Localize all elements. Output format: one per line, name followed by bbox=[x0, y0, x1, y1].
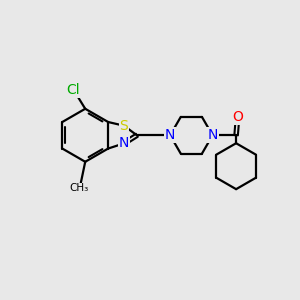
Text: Cl: Cl bbox=[67, 82, 80, 97]
Text: CH₃: CH₃ bbox=[70, 183, 89, 193]
Text: N: N bbox=[119, 136, 129, 150]
Text: N: N bbox=[207, 128, 218, 142]
Text: O: O bbox=[232, 110, 243, 124]
Text: S: S bbox=[120, 119, 128, 133]
Text: N: N bbox=[165, 128, 175, 142]
